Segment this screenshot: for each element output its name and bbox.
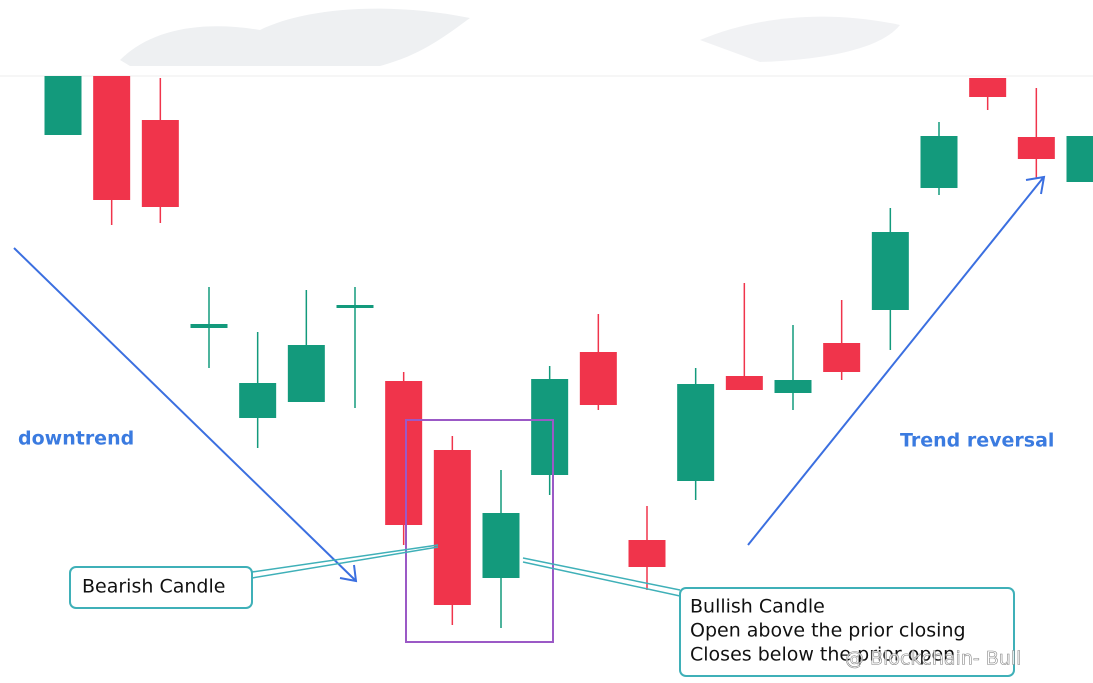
candle-body [579,352,617,405]
candle-body [725,376,763,390]
candle-body [93,76,131,200]
callout-lines [251,544,681,597]
candle-body [920,136,958,188]
candle-body [531,379,569,475]
candle-body [774,380,812,393]
candle-body [482,513,520,578]
candle-body [239,383,277,418]
candle-body [628,540,666,567]
candles [44,76,1093,628]
bullish-box [679,587,1015,677]
candle-body [141,120,179,207]
candle-body [287,345,325,402]
candle-body [823,343,861,372]
map-strip [0,0,1093,77]
candle-body [677,384,715,481]
candle-body [1017,137,1055,159]
candle-body [385,381,423,525]
candle-body [336,305,374,308]
bearish-label: Bearish Candle [82,576,225,598]
bullish-label: Closes below the prior open [690,644,955,666]
reversal-label: Trend reversal [900,430,1054,452]
trend-arrows [13,175,1046,583]
bullish-label: Open above the prior closing [690,620,966,642]
watermark: @ Blockchain- Bull [845,648,1021,670]
bearish-box [69,566,253,609]
candle-body [433,450,471,605]
candle-body [871,232,909,310]
candle-body [969,78,1007,97]
candle-body [1066,136,1093,182]
bullish-label: Bullish Candle [690,596,825,618]
candle-body [44,76,82,135]
candle-body [190,324,228,328]
downtrend-label: downtrend [18,428,134,450]
highlight-box [405,419,554,643]
